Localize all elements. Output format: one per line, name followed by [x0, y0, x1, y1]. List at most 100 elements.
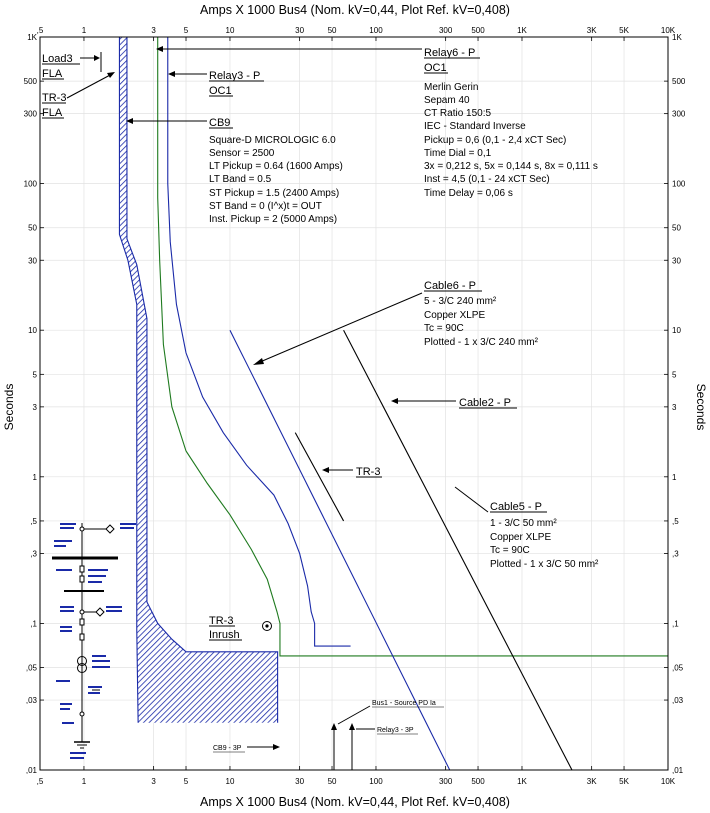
relay6-setting-line: Merlin Gerin	[424, 82, 478, 93]
y-tick-label-right: ,1	[672, 619, 679, 628]
cable6-title: Cable6 - P	[424, 280, 476, 292]
x-tick-label-bottom: 100	[369, 777, 383, 786]
tr3-fla-label-2: FLA	[42, 107, 63, 119]
x-tick-label-top: 1	[82, 26, 87, 35]
relay3-id: OC1	[209, 85, 232, 97]
y-tick-label-right: 1	[672, 473, 677, 482]
y-tick-label-left: ,05	[26, 664, 38, 673]
tr-3-curve	[294, 432, 345, 522]
bus1-leader	[337, 705, 371, 725]
y-tick-label-left: ,03	[26, 696, 38, 705]
cb9-setting-line: Inst. Pickup = 2 (5000 Amps)	[209, 214, 337, 225]
x-tick-label-bottom: 30	[295, 777, 304, 786]
x-tick-label-bottom: 50	[328, 777, 337, 786]
x-tick-label-top: 500	[471, 26, 485, 35]
cb9-band-max	[126, 37, 279, 723]
relay3-3p-label: Relay3 - 3P	[377, 727, 414, 734]
y-tick-label-left: ,1	[30, 619, 37, 628]
x-tick-label-top: 10K	[661, 26, 676, 35]
y-tick-label-left: ,3	[30, 549, 37, 558]
cable6-line: Plotted - 1 x 3/C 240 mm²	[424, 337, 539, 348]
cb9-3p-label: CB9 - 3P	[213, 745, 242, 752]
cable5-title: Cable5 - P	[490, 501, 542, 513]
y-tick-label-right: ,03	[672, 696, 684, 705]
x-tick-label-top: 300	[439, 26, 453, 35]
x-tick-label-bottom: 3K	[587, 777, 597, 786]
relay6-setting-line: 3x = 0,212 s, 5x = 0,144 s, 8x = 0,111 s	[424, 161, 598, 172]
tick-labels: ,5 ,5 1 1 3 3 5 5 10 10 30 30 50 50 100 100 300 300 500 500…	[24, 26, 686, 786]
relay6-id: OC1	[424, 62, 447, 74]
x-tick-label-top: 5K	[619, 26, 629, 35]
cb9-setting-line: Sensor = 2500	[209, 148, 275, 159]
y-tick-label-left: 300	[24, 110, 38, 119]
annotations: Load3 FLA TR-3 FLA Relay6 - P OC1 Merlin…	[42, 46, 599, 770]
relay6-setting-line: Time Delay = 0,06 s	[424, 188, 513, 199]
cb9-band-min	[118, 37, 139, 723]
cable5-line: Plotted - 1 x 3/C 50 mm²	[490, 559, 599, 570]
relay3-arrow	[168, 71, 175, 77]
tr3-inrush-label: TR-3	[209, 615, 233, 627]
x-tick-label-top: 30	[295, 26, 304, 35]
load3-fla-label: FLA	[42, 68, 63, 80]
transformer-symbol	[77, 656, 87, 666]
tr3-fla-arrow	[107, 72, 115, 78]
cable6-leader	[259, 292, 423, 363]
cable5-p-curve	[343, 329, 573, 771]
relay3-3p-marker-arrow	[349, 723, 355, 730]
tr3-inrush-label-2: Inrush	[209, 629, 240, 641]
x-tick-label-top: 3K	[587, 26, 597, 35]
cb9-setting-line: ST Band = 0 (I^x)t = OUT	[209, 201, 322, 212]
relay6-title: Relay6 - P	[424, 47, 475, 59]
tr3-arrow	[322, 467, 329, 473]
cb9-3p-arrow	[273, 744, 280, 750]
cb9-setting-line: Square-D MICROLOGIC 6.0	[209, 135, 336, 146]
x-tick-label-top: ,5	[37, 26, 44, 35]
y-tick-label-right: 30	[672, 256, 681, 265]
cb9-title: CB9	[209, 117, 230, 129]
cable2-arrow	[391, 398, 398, 404]
relay6-p-curve	[157, 37, 668, 657]
relay6-arrow	[156, 46, 163, 52]
x-tick-label-bottom: ,5	[37, 777, 44, 786]
x-tick-label-bottom: 3	[151, 777, 156, 786]
y-axis-label-right: Seconds	[694, 384, 708, 431]
relay3-title: Relay3 - P	[209, 70, 260, 82]
cable6-line: Tc = 90C	[424, 323, 464, 334]
relay3-p-curve	[167, 37, 351, 647]
y-tick-label-right: 300	[672, 110, 686, 119]
y-tick-label-right: 500	[672, 77, 686, 86]
y-tick-label-left: 30	[28, 256, 37, 265]
cb9-setting-line: LT Band = 0.5	[209, 174, 272, 185]
y-tick-label-left: 10	[28, 326, 37, 335]
x-tick-label-bottom: 300	[439, 777, 453, 786]
tr3-fla-leader	[66, 73, 113, 99]
y-tick-label-left: 1K	[27, 33, 37, 42]
y-tick-label-right: ,5	[672, 517, 679, 526]
plot-frame	[39, 36, 669, 771]
y-tick-label-left: 5	[33, 370, 38, 379]
cable5-line: Copper XLPE	[490, 532, 551, 543]
x-tick-label-bottom: 1K	[517, 777, 527, 786]
cb9-setting-line: ST Pickup = 1.5 (2400 Amps)	[209, 188, 339, 199]
x-tick-label-bottom: 10	[226, 777, 235, 786]
relay6-setting-line: Pickup = 0,6 (0,1 - 2,4 xCT Sec)	[424, 135, 566, 146]
y-tick-label-right: 5	[672, 370, 677, 379]
load3-arrow	[94, 55, 100, 61]
grid	[39, 36, 669, 771]
load3-label: Load3	[42, 53, 73, 65]
y-tick-label-right: 1K	[672, 33, 682, 42]
tr3-inrush-point-dot	[265, 624, 269, 628]
relay6-setting-line: Sepam 40	[424, 95, 470, 106]
cable6-p-curve	[229, 329, 451, 771]
x-tick-label-top: 100	[369, 26, 383, 35]
y-tick-label-right: 10	[672, 326, 681, 335]
x-tick-label-top: 3	[151, 26, 156, 35]
y-axis-label-left: Seconds	[2, 384, 16, 431]
x-tick-label-bottom: 5	[184, 777, 189, 786]
cable5-line: Tc = 90C	[490, 545, 530, 556]
cable2-title: Cable2 - P	[459, 397, 511, 409]
x-tick-label-bottom: 10K	[661, 777, 676, 786]
x-tick-label-bottom: 1	[82, 777, 87, 786]
y-tick-label-right: 50	[672, 224, 681, 233]
relay6-setting-line: Time Dial = 0,1	[424, 148, 492, 159]
